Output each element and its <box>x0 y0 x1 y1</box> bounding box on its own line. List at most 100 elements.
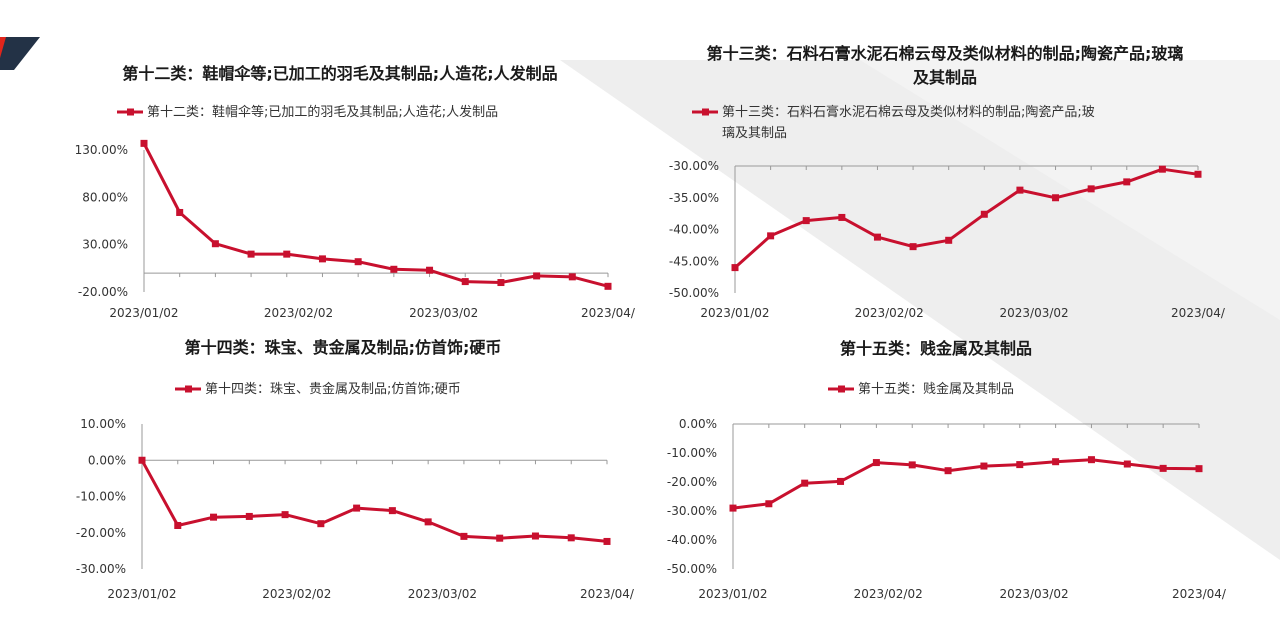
data-point <box>1195 465 1203 473</box>
chart-panel-class-12: 第十二类：鞋帽伞等;已加工的羽毛及其制品;人造花;人发制品 第十二类：鞋帽伞等;已… <box>0 0 640 320</box>
data-point <box>568 273 576 281</box>
y-tick-label: -35.00% <box>669 191 719 205</box>
data-point <box>1016 186 1024 194</box>
x-tick-label: 2023/04/ <box>581 306 636 320</box>
data-point <box>1087 185 1095 193</box>
x-tick-label: 2023/02/02 <box>264 306 333 320</box>
data-point <box>603 537 611 545</box>
y-tick-label: -30.00% <box>667 504 717 518</box>
corner-accent-navy <box>0 37 40 70</box>
data-point <box>802 217 810 225</box>
data-point <box>460 532 468 540</box>
data-point <box>388 507 396 515</box>
y-tick-label: -30.00% <box>669 159 719 173</box>
data-point <box>980 462 988 470</box>
chart-panel-class-14: 第十四类：珠宝、贵金属及制品;仿首饰;硬币 第十四类：珠宝、贵金属及制品;仿首饰;… <box>0 320 640 639</box>
y-tick-label: -20.00% <box>76 526 126 540</box>
data-point <box>210 513 218 521</box>
chart-title: 第十三类：石料石膏水泥石棉云母及类似材料的制品;陶瓷产品;玻璃 <box>707 44 1184 63</box>
data-point <box>767 232 775 240</box>
data-point <box>138 456 146 464</box>
chart-svg: 第十二类：鞋帽伞等;已加工的羽毛及其制品;人造花;人发制品第十二类：鞋帽伞等;已… <box>75 64 636 320</box>
y-tick-label: 130.00% <box>75 143 128 157</box>
y-tick-label: -50.00% <box>669 286 719 300</box>
chart-title: 第十二类：鞋帽伞等;已加工的羽毛及其制品;人造花;人发制品 <box>122 64 557 83</box>
chart-panel-class-15: 第十五类：贱金属及其制品 第十五类：贱金属及其制品 0.00% -10.00% -20.… <box>640 320 1280 639</box>
data-point <box>1194 170 1202 178</box>
data-point <box>731 264 739 272</box>
data-point <box>765 500 773 508</box>
data-point <box>496 534 504 542</box>
data-point <box>1052 194 1060 202</box>
y-tick-label: -20.00% <box>78 285 128 299</box>
data-point <box>211 240 219 248</box>
y-tick-label: -40.00% <box>667 533 717 547</box>
x-tick-label: 2023/01/02 <box>109 306 178 320</box>
legend-label: 第十三类：石料石膏水泥石棉云母及类似材料的制品;陶瓷产品;玻 <box>722 104 1095 120</box>
x-tick-label: 2023/03/02 <box>409 306 478 320</box>
data-point <box>801 479 809 487</box>
data-point <box>533 272 541 280</box>
chart-svg: 第十三类：石料石膏水泥石棉云母及类似材料的制品;陶瓷产品;玻璃及其制品第十三类：… <box>669 44 1226 320</box>
data-point <box>837 477 845 485</box>
legend-label: 第十四类：珠宝、贵金属及制品;仿首饰;硬币 <box>205 381 461 397</box>
chart-panel-class-13: 第十三类：石料石膏水泥石棉云母及类似材料的制品;陶瓷产品;玻璃 及其制品第十三类：… <box>640 0 1280 320</box>
x-tick-label: 2023/04/ <box>1171 306 1226 320</box>
x-tick-label: 2023/01/02 <box>700 306 769 320</box>
data-point <box>604 282 612 290</box>
x-tick-label: 2023/03/02 <box>999 587 1068 601</box>
y-tick-label: -10.00% <box>76 490 126 504</box>
data-point <box>945 236 953 244</box>
y-tick-label: 10.00% <box>80 417 126 431</box>
chart-title: 及其制品 <box>913 68 977 87</box>
x-tick-label: 2023/02/02 <box>262 587 331 601</box>
background-light-wedge <box>860 60 1280 320</box>
data-point <box>1087 456 1095 464</box>
y-tick-label: -10.00% <box>667 446 717 460</box>
chart-title: 第十五类：贱金属及其制品 <box>840 339 1032 358</box>
data-point <box>353 504 361 512</box>
y-tick-label: 30.00% <box>82 238 128 252</box>
y-tick-label: 0.00% <box>679 417 717 431</box>
data-point <box>281 511 289 519</box>
legend-marker <box>702 108 709 116</box>
legend-label: 璃及其制品 <box>722 126 787 141</box>
chart-svg: 第十五类：贱金属及其制品第十五类：贱金属及其制品0.00%-10.00%-20.… <box>667 339 1227 601</box>
data-point <box>531 532 539 540</box>
y-tick-label: -40.00% <box>669 223 719 237</box>
data-point <box>390 265 398 273</box>
data-point <box>247 250 255 258</box>
data-point <box>838 213 846 221</box>
x-tick-label: 2023/02/02 <box>854 587 923 601</box>
data-point <box>729 504 737 512</box>
chart-svg: 第十四类：珠宝、贵金属及制品;仿首饰;硬币第十四类：珠宝、贵金属及制品;仿首饰;… <box>76 338 635 601</box>
y-tick-label: 80.00% <box>82 190 128 204</box>
data-point <box>567 534 575 542</box>
data-point <box>1123 178 1131 186</box>
legend-marker <box>838 385 845 393</box>
series-line <box>732 458 1200 510</box>
data-point <box>1158 165 1166 173</box>
data-point <box>980 210 988 218</box>
data-point <box>909 243 917 251</box>
x-tick-label: 2023/01/02 <box>698 587 767 601</box>
series-line <box>142 142 609 288</box>
legend-marker <box>185 385 192 393</box>
data-point <box>873 233 881 241</box>
data-point <box>461 278 469 286</box>
data-point <box>176 208 184 216</box>
x-tick-label: 2023/03/02 <box>408 587 477 601</box>
data-point <box>1016 461 1024 469</box>
x-tick-label: 2023/03/02 <box>1000 306 1069 320</box>
data-point <box>318 255 326 263</box>
y-tick-label: -45.00% <box>669 254 719 268</box>
x-tick-label: 2023/04/ <box>580 587 635 601</box>
y-tick-label: 0.00% <box>88 453 126 467</box>
legend-marker <box>127 108 134 116</box>
x-tick-label: 2023/01/02 <box>107 587 176 601</box>
y-tick-label: -50.00% <box>667 562 717 576</box>
data-point <box>426 266 434 274</box>
data-point <box>354 258 362 266</box>
data-point <box>424 518 432 526</box>
